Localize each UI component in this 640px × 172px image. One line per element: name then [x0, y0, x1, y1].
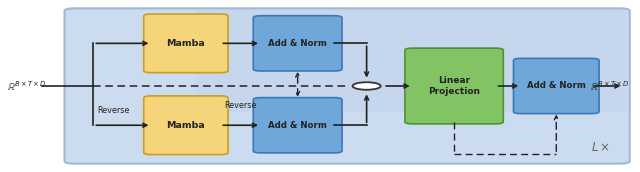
Text: Add & Norm: Add & Norm — [268, 121, 327, 130]
FancyBboxPatch shape — [144, 96, 228, 155]
FancyBboxPatch shape — [405, 48, 503, 124]
FancyBboxPatch shape — [144, 14, 228, 73]
Text: Add & Norm: Add & Norm — [268, 39, 327, 48]
Text: Reverse: Reverse — [97, 106, 129, 115]
Text: Mamba: Mamba — [166, 121, 205, 130]
Text: $L\times$: $L\times$ — [591, 141, 611, 154]
FancyBboxPatch shape — [253, 98, 342, 153]
FancyBboxPatch shape — [65, 8, 630, 164]
Text: Mamba: Mamba — [166, 39, 205, 48]
Text: Reverse: Reverse — [225, 101, 257, 110]
FancyBboxPatch shape — [513, 58, 599, 114]
Circle shape — [353, 82, 381, 90]
FancyBboxPatch shape — [195, 9, 627, 112]
FancyBboxPatch shape — [253, 16, 342, 71]
Text: $\mathbb{R}^{B\times T\times D}$: $\mathbb{R}^{B\times T\times D}$ — [590, 79, 630, 93]
Text: Add & Norm: Add & Norm — [527, 82, 586, 90]
Text: Linear
Projection: Linear Projection — [428, 76, 480, 96]
Text: $\mathbb{R}^{B\times T\times D}$: $\mathbb{R}^{B\times T\times D}$ — [7, 79, 47, 93]
